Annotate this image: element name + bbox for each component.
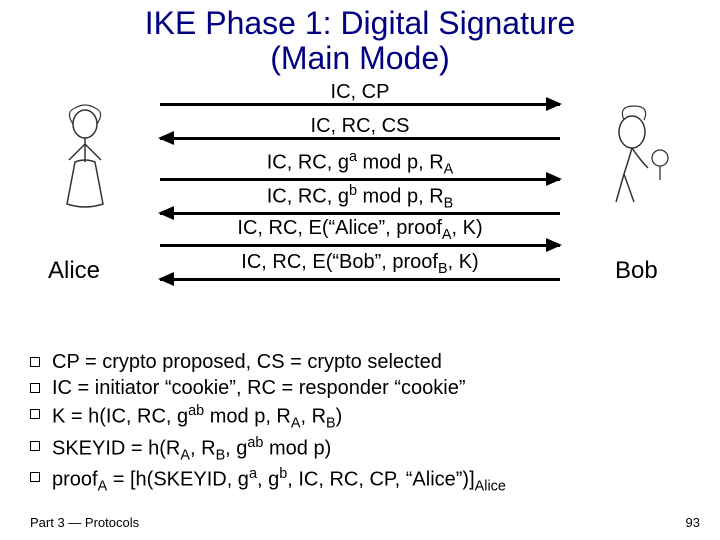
bullet-item: K = h(IC, RC, gab mod p, RA, RB) [30,402,690,433]
title-line2: (Main Mode) [0,41,720,76]
bullet-text: IC = initiator “cookie”, RC = responder … [52,376,466,401]
bullet-text: proofA = [h(SKEYID, ga, gb, IC, RC, CP, … [52,465,506,496]
actor-bob [590,102,680,212]
bullet-item: IC = initiator “cookie”, RC = responder … [30,376,690,401]
bullet-marker-icon [30,409,40,419]
arrow-left-icon [160,278,560,281]
arrow-left-icon [160,212,560,215]
message-row: IC, RC, gb mod p, RB [160,184,560,218]
message-row: IC, RC, ga mod p, RA [160,150,560,184]
footer-page-number: 93 [686,515,700,530]
bullet-marker-icon [30,472,40,482]
message-row: IC, RC, CS [160,116,560,150]
bullet-text: SKEYID = h(RA, RB, gab mod p) [52,434,331,465]
title-line1: IKE Phase 1: Digital Signature [0,6,720,41]
bullet-marker-icon [30,383,40,393]
bullet-item: SKEYID = h(RA, RB, gab mod p) [30,434,690,465]
alice-name: Alice [48,257,100,285]
bob-name: Bob [615,257,658,285]
bullet-item: CP = crypto proposed, CS = crypto select… [30,350,690,375]
actor-alice-label: Alice [48,257,100,285]
actor-bob-label: Bob [615,257,658,285]
footer-left: Part 3 — Protocols [30,515,139,530]
arrow-right-icon [160,178,560,181]
arrow-right-icon [160,244,560,247]
arrow-left-icon [160,137,560,140]
message-list: IC, CP IC, RC, CS IC, RC, ga mod p, RA IC, … [160,82,560,286]
bullet-text: CP = crypto proposed, CS = crypto select… [52,350,442,375]
message-row: IC, RC, E(“Bob”, proofB, K) [160,252,560,286]
message-label: IC, CP [160,82,560,103]
protocol-diagram: Alice Bob IC, CP IC, RC, CS IC, RC, ga mod… [0,82,720,292]
bullet-marker-icon [30,441,40,451]
bullet-list: CP = crypto proposed, CS = crypto select… [30,350,690,497]
message-label: IC, RC, CS [160,116,560,137]
actor-alice [40,102,130,212]
bullet-item: proofA = [h(SKEYID, ga, gb, IC, RC, CP, … [30,465,690,496]
alice-illustration [40,102,130,212]
message-label: IC, RC, ga mod p, RA [160,150,560,178]
message-row: IC, CP [160,82,560,116]
bob-illustration [590,102,680,212]
message-row: IC, RC, E(“Alice”, proofA, K) [160,218,560,252]
message-label: IC, RC, gb mod p, RB [160,184,560,212]
slide-footer: Part 3 — Protocols 93 [30,515,700,530]
message-label: IC, RC, E(“Alice”, proofA, K) [160,218,560,243]
slide-title: IKE Phase 1: Digital Signature (Main Mod… [0,0,720,76]
bullet-marker-icon [30,357,40,367]
bullet-text: K = h(IC, RC, gab mod p, RA, RB) [52,402,342,433]
arrow-right-icon [160,103,560,106]
message-label: IC, RC, E(“Bob”, proofB, K) [160,252,560,277]
